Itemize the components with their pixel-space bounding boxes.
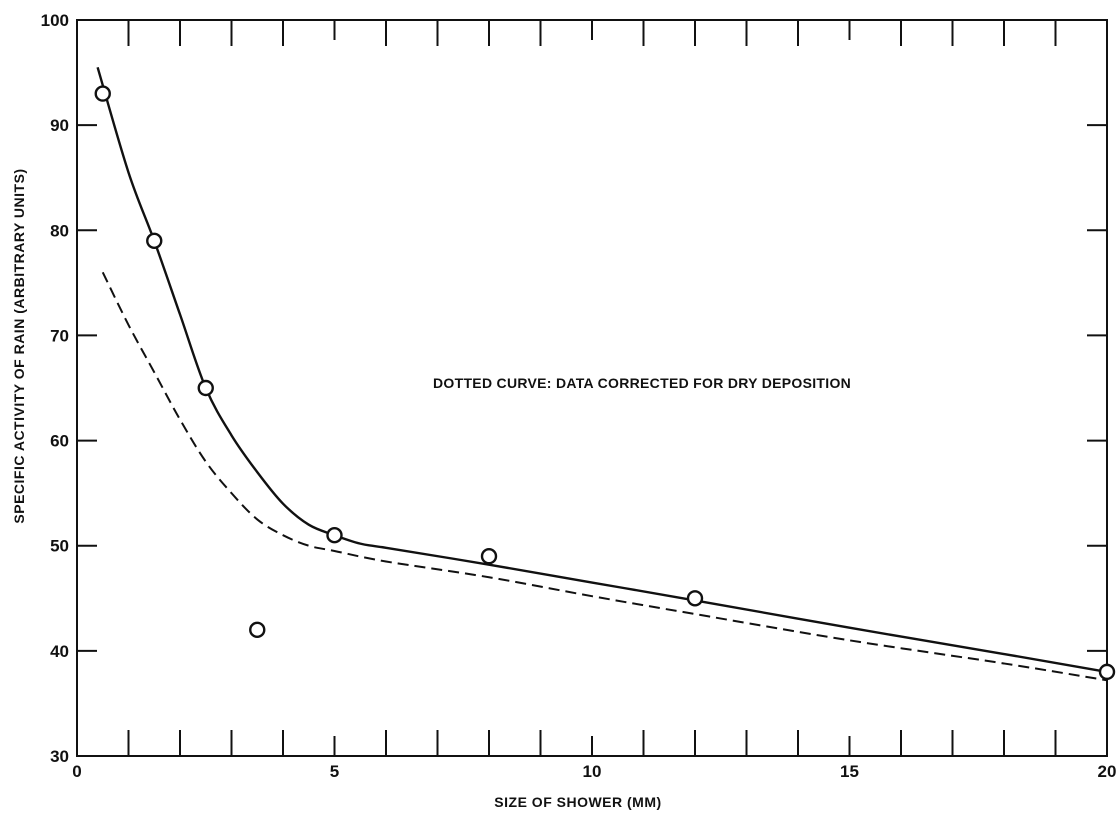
- dashed-curve: [101, 271, 1108, 682]
- y-tick-label: 40: [50, 642, 69, 661]
- solid-curve: [96, 66, 1108, 674]
- y-tick-label: 70: [50, 326, 69, 345]
- data-point: [197, 379, 214, 397]
- x-tick-label: 20: [1098, 762, 1117, 781]
- y-axis-title: SPECIFIC ACTIVITY OF RAIN (ARBITRARY UNI…: [11, 168, 27, 523]
- y-tick-label: 50: [50, 537, 69, 556]
- data-point: [249, 621, 266, 639]
- y-tick-label: 60: [50, 432, 69, 451]
- axis-ticks: [76, 20, 1108, 756]
- data-points: [94, 85, 1116, 681]
- data-point: [686, 590, 704, 607]
- x-tick-label: 5: [330, 762, 339, 781]
- y-tick-label: 80: [50, 221, 69, 240]
- x-tick-label: 0: [72, 762, 81, 781]
- y-tick-label: 100: [41, 11, 69, 30]
- data-point: [326, 527, 343, 544]
- data-point: [146, 232, 163, 250]
- annotation: DOTTED CURVE: DATA CORRECTED FOR DRY DEP…: [433, 375, 851, 391]
- y-tick-label: 30: [50, 747, 69, 766]
- data-point: [1098, 663, 1116, 681]
- x-axis-title: SIZE OF SHOWER (MM): [494, 794, 661, 810]
- data-point: [94, 85, 111, 102]
- data-point: [480, 548, 498, 565]
- tick-labels: 0 5 10 15 20 30 40 50 60 70 80 90 100: [41, 11, 1117, 781]
- y-tick-label: 90: [50, 116, 69, 135]
- x-tick-label: 15: [840, 762, 859, 781]
- x-tick-label: 10: [583, 762, 602, 781]
